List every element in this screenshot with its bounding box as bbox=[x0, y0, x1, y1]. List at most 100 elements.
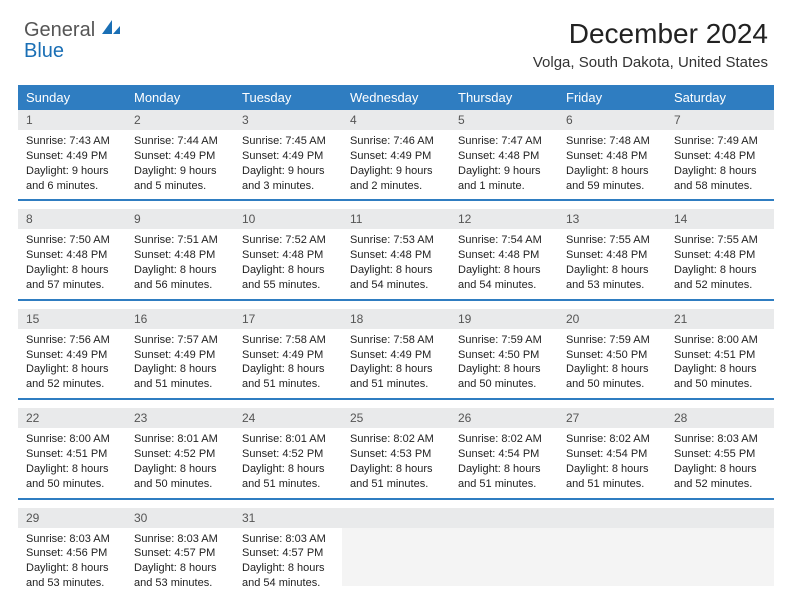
day-data: Sunrise: 7:43 AMSunset: 4:49 PMDaylight:… bbox=[18, 130, 126, 199]
day-data: Sunrise: 8:03 AMSunset: 4:56 PMDaylight:… bbox=[18, 528, 126, 597]
day-data: Sunrise: 8:01 AMSunset: 4:52 PMDaylight:… bbox=[126, 428, 234, 497]
day-number: 25 bbox=[342, 408, 450, 428]
calendar-cell: 15Sunrise: 7:56 AMSunset: 4:49 PMDayligh… bbox=[18, 309, 126, 398]
calendar-cell: 3Sunrise: 7:45 AMSunset: 4:49 PMDaylight… bbox=[234, 110, 342, 199]
calendar-cell bbox=[558, 508, 666, 597]
day-data: Sunrise: 7:54 AMSunset: 4:48 PMDaylight:… bbox=[450, 229, 558, 298]
day-data: Sunrise: 8:00 AMSunset: 4:51 PMDaylight:… bbox=[666, 329, 774, 398]
week-row: 1Sunrise: 7:43 AMSunset: 4:49 PMDaylight… bbox=[18, 110, 774, 201]
day-header-tuesday: Tuesday bbox=[234, 85, 342, 110]
calendar-cell: 5Sunrise: 7:47 AMSunset: 4:48 PMDaylight… bbox=[450, 110, 558, 199]
day-data: Sunrise: 8:01 AMSunset: 4:52 PMDaylight:… bbox=[234, 428, 342, 497]
calendar-cell bbox=[666, 508, 774, 597]
day-number: 6 bbox=[558, 110, 666, 130]
calendar-cell: 13Sunrise: 7:55 AMSunset: 4:48 PMDayligh… bbox=[558, 209, 666, 298]
calendar-cell: 11Sunrise: 7:53 AMSunset: 4:48 PMDayligh… bbox=[342, 209, 450, 298]
logo: General Blue bbox=[24, 18, 122, 62]
day-data: Sunrise: 7:48 AMSunset: 4:48 PMDaylight:… bbox=[558, 130, 666, 199]
day-header-row: SundayMondayTuesdayWednesdayThursdayFrid… bbox=[18, 85, 774, 110]
day-data: Sunrise: 7:56 AMSunset: 4:49 PMDaylight:… bbox=[18, 329, 126, 398]
day-body-empty bbox=[342, 528, 450, 586]
day-number-empty bbox=[342, 508, 450, 528]
day-data: Sunrise: 7:53 AMSunset: 4:48 PMDaylight:… bbox=[342, 229, 450, 298]
day-number: 7 bbox=[666, 110, 774, 130]
calendar-cell bbox=[342, 508, 450, 597]
day-number: 24 bbox=[234, 408, 342, 428]
day-data: Sunrise: 7:44 AMSunset: 4:49 PMDaylight:… bbox=[126, 130, 234, 199]
day-data: Sunrise: 7:51 AMSunset: 4:48 PMDaylight:… bbox=[126, 229, 234, 298]
calendar-cell: 2Sunrise: 7:44 AMSunset: 4:49 PMDaylight… bbox=[126, 110, 234, 199]
logo-text-blue: Blue bbox=[24, 40, 64, 62]
title-block: December 2024 Volga, South Dakota, Unite… bbox=[533, 18, 768, 71]
day-data: Sunrise: 8:02 AMSunset: 4:54 PMDaylight:… bbox=[558, 428, 666, 497]
day-number: 8 bbox=[18, 209, 126, 229]
calendar-cell: 22Sunrise: 8:00 AMSunset: 4:51 PMDayligh… bbox=[18, 408, 126, 497]
day-data: Sunrise: 8:03 AMSunset: 4:55 PMDaylight:… bbox=[666, 428, 774, 497]
calendar-cell: 28Sunrise: 8:03 AMSunset: 4:55 PMDayligh… bbox=[666, 408, 774, 497]
calendar: SundayMondayTuesdayWednesdayThursdayFrid… bbox=[18, 85, 774, 597]
day-body-empty bbox=[666, 528, 774, 586]
day-number-empty bbox=[666, 508, 774, 528]
day-number: 30 bbox=[126, 508, 234, 528]
day-number: 22 bbox=[18, 408, 126, 428]
day-number: 9 bbox=[126, 209, 234, 229]
calendar-cell: 26Sunrise: 8:02 AMSunset: 4:54 PMDayligh… bbox=[450, 408, 558, 497]
day-body-empty bbox=[450, 528, 558, 586]
calendar-cell: 7Sunrise: 7:49 AMSunset: 4:48 PMDaylight… bbox=[666, 110, 774, 199]
day-number: 23 bbox=[126, 408, 234, 428]
day-data: Sunrise: 7:57 AMSunset: 4:49 PMDaylight:… bbox=[126, 329, 234, 398]
calendar-cell: 25Sunrise: 8:02 AMSunset: 4:53 PMDayligh… bbox=[342, 408, 450, 497]
calendar-cell: 20Sunrise: 7:59 AMSunset: 4:50 PMDayligh… bbox=[558, 309, 666, 398]
calendar-cell: 6Sunrise: 7:48 AMSunset: 4:48 PMDaylight… bbox=[558, 110, 666, 199]
header: General Blue December 2024 Volga, South … bbox=[0, 0, 792, 77]
calendar-cell: 14Sunrise: 7:55 AMSunset: 4:48 PMDayligh… bbox=[666, 209, 774, 298]
day-number: 10 bbox=[234, 209, 342, 229]
day-data: Sunrise: 7:59 AMSunset: 4:50 PMDaylight:… bbox=[558, 329, 666, 398]
week-row: 15Sunrise: 7:56 AMSunset: 4:49 PMDayligh… bbox=[18, 309, 774, 400]
calendar-cell: 18Sunrise: 7:58 AMSunset: 4:49 PMDayligh… bbox=[342, 309, 450, 398]
calendar-cell: 19Sunrise: 7:59 AMSunset: 4:50 PMDayligh… bbox=[450, 309, 558, 398]
day-data: Sunrise: 8:02 AMSunset: 4:54 PMDaylight:… bbox=[450, 428, 558, 497]
calendar-cell: 9Sunrise: 7:51 AMSunset: 4:48 PMDaylight… bbox=[126, 209, 234, 298]
day-number: 21 bbox=[666, 309, 774, 329]
calendar-cell: 16Sunrise: 7:57 AMSunset: 4:49 PMDayligh… bbox=[126, 309, 234, 398]
logo-text-general: General bbox=[24, 19, 95, 41]
day-number: 17 bbox=[234, 309, 342, 329]
calendar-cell: 31Sunrise: 8:03 AMSunset: 4:57 PMDayligh… bbox=[234, 508, 342, 597]
day-number: 20 bbox=[558, 309, 666, 329]
day-number: 31 bbox=[234, 508, 342, 528]
day-header-thursday: Thursday bbox=[450, 85, 558, 110]
day-number: 26 bbox=[450, 408, 558, 428]
day-number: 2 bbox=[126, 110, 234, 130]
day-number: 16 bbox=[126, 309, 234, 329]
calendar-cell: 12Sunrise: 7:54 AMSunset: 4:48 PMDayligh… bbox=[450, 209, 558, 298]
day-number: 18 bbox=[342, 309, 450, 329]
calendar-cell: 23Sunrise: 8:01 AMSunset: 4:52 PMDayligh… bbox=[126, 408, 234, 497]
day-data: Sunrise: 8:00 AMSunset: 4:51 PMDaylight:… bbox=[18, 428, 126, 497]
day-data: Sunrise: 7:58 AMSunset: 4:49 PMDaylight:… bbox=[234, 329, 342, 398]
day-data: Sunrise: 7:50 AMSunset: 4:48 PMDaylight:… bbox=[18, 229, 126, 298]
day-data: Sunrise: 7:55 AMSunset: 4:48 PMDaylight:… bbox=[558, 229, 666, 298]
calendar-cell: 17Sunrise: 7:58 AMSunset: 4:49 PMDayligh… bbox=[234, 309, 342, 398]
day-number: 14 bbox=[666, 209, 774, 229]
day-number: 5 bbox=[450, 110, 558, 130]
calendar-cell: 27Sunrise: 8:02 AMSunset: 4:54 PMDayligh… bbox=[558, 408, 666, 497]
calendar-cell: 29Sunrise: 8:03 AMSunset: 4:56 PMDayligh… bbox=[18, 508, 126, 597]
day-data: Sunrise: 7:46 AMSunset: 4:49 PMDaylight:… bbox=[342, 130, 450, 199]
day-header-monday: Monday bbox=[126, 85, 234, 110]
day-number: 29 bbox=[18, 508, 126, 528]
calendar-cell: 21Sunrise: 8:00 AMSunset: 4:51 PMDayligh… bbox=[666, 309, 774, 398]
calendar-cell: 8Sunrise: 7:50 AMSunset: 4:48 PMDaylight… bbox=[18, 209, 126, 298]
day-data: Sunrise: 7:59 AMSunset: 4:50 PMDaylight:… bbox=[450, 329, 558, 398]
day-number: 27 bbox=[558, 408, 666, 428]
sail-icon bbox=[100, 18, 122, 41]
location: Volga, South Dakota, United States bbox=[533, 54, 768, 71]
calendar-cell: 24Sunrise: 8:01 AMSunset: 4:52 PMDayligh… bbox=[234, 408, 342, 497]
day-data: Sunrise: 7:58 AMSunset: 4:49 PMDaylight:… bbox=[342, 329, 450, 398]
day-data: Sunrise: 7:52 AMSunset: 4:48 PMDaylight:… bbox=[234, 229, 342, 298]
day-number: 4 bbox=[342, 110, 450, 130]
week-row: 8Sunrise: 7:50 AMSunset: 4:48 PMDaylight… bbox=[18, 209, 774, 300]
day-body-empty bbox=[558, 528, 666, 586]
day-data: Sunrise: 8:03 AMSunset: 4:57 PMDaylight:… bbox=[126, 528, 234, 597]
day-number-empty bbox=[558, 508, 666, 528]
